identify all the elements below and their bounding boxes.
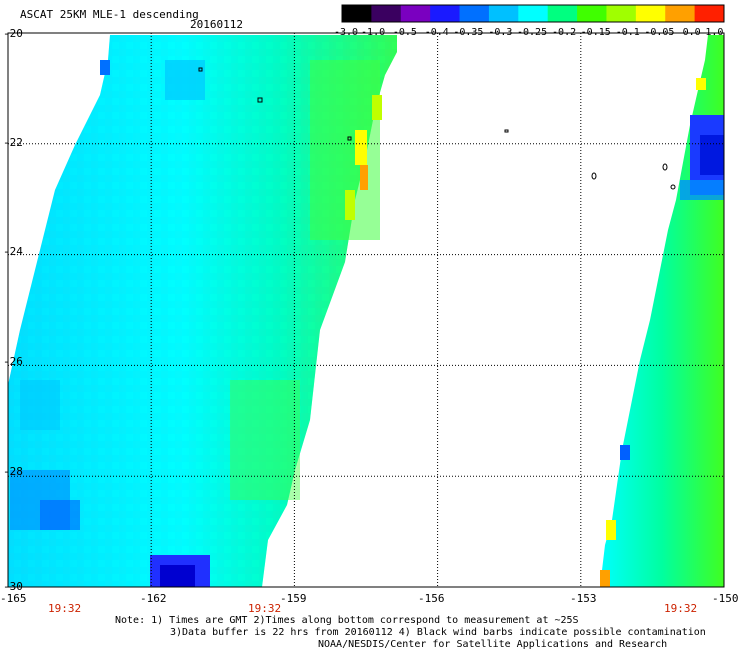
lat-label: -26 bbox=[3, 355, 23, 368]
map-title: ASCAT 25KM MLE-1 descending bbox=[20, 8, 199, 21]
lat-label: -22 bbox=[3, 136, 23, 149]
lon-label: -156 bbox=[418, 592, 445, 605]
island-outlines bbox=[198, 67, 676, 190]
colorbar bbox=[341, 4, 725, 23]
colorbar-tick-label: -0.1 bbox=[615, 27, 640, 38]
note-line-1: Note: 1) Times are GMT 2)Times along bot… bbox=[115, 615, 579, 626]
colorbar-tick-label: -0.35 bbox=[453, 27, 484, 38]
map-date: 20160112 bbox=[190, 18, 243, 31]
lat-label: -24 bbox=[3, 245, 23, 258]
colorbar-segment bbox=[547, 5, 578, 22]
colorbar-segment bbox=[488, 5, 519, 22]
lon-label: -150 bbox=[712, 592, 739, 605]
lon-label: -165 bbox=[0, 592, 27, 605]
lon-label: -162 bbox=[140, 592, 167, 605]
colorbar-tick-label: -0.3 bbox=[488, 27, 513, 38]
colorbar-segment bbox=[371, 5, 402, 22]
colorbar-segment bbox=[518, 5, 549, 22]
map-frame bbox=[7, 32, 725, 588]
pass-time: 19:32 bbox=[664, 602, 698, 615]
lon-label: -153 bbox=[570, 592, 597, 605]
colorbar-segment bbox=[635, 5, 666, 22]
colorbar-segment bbox=[665, 5, 696, 22]
colorbar-segment bbox=[606, 5, 637, 22]
colorbar-segment bbox=[342, 5, 372, 22]
grid-lines bbox=[8, 33, 724, 587]
lat-label: -30 bbox=[3, 580, 23, 593]
colorbar-segment bbox=[577, 5, 607, 22]
colorbar-tick-label: -0.15 bbox=[580, 27, 611, 38]
lat-label: -20 bbox=[3, 27, 23, 40]
colorbar-segment bbox=[400, 5, 431, 22]
lon-label: -159 bbox=[280, 592, 307, 605]
right-swath bbox=[600, 35, 724, 587]
colorbar-tick-label: -0.25 bbox=[517, 27, 548, 38]
colorbar-tick-label: -0.05 bbox=[644, 27, 675, 38]
colorbar-segment bbox=[459, 5, 490, 22]
colorbar-segment bbox=[430, 5, 461, 22]
colorbar-segment bbox=[694, 5, 725, 22]
pass-time: 19:32 bbox=[248, 602, 282, 615]
colorbar-frame bbox=[341, 4, 725, 23]
colorbar-tick-label: -1.0 bbox=[361, 27, 386, 38]
pass-time: 19:32 bbox=[48, 602, 82, 615]
colorbar-tick-label: -0.4 bbox=[424, 27, 449, 38]
colorbar-tick-label: -0.2 bbox=[552, 27, 577, 38]
note-line-2: 3)Data buffer is 22 hrs from 20160112 4)… bbox=[170, 627, 706, 638]
colorbar-tick-label: -3.0 bbox=[334, 27, 359, 38]
colorbar-tick-label: -0.5 bbox=[392, 27, 417, 38]
colorbar-tick-label: 0.0 bbox=[682, 27, 701, 38]
note-line-3: NOAA/NESDIS/Center for Satellite Applica… bbox=[318, 639, 668, 650]
colorbar-tick-label: 1.0 bbox=[705, 27, 724, 38]
left-swath bbox=[8, 35, 397, 587]
lat-label: -28 bbox=[3, 465, 23, 478]
